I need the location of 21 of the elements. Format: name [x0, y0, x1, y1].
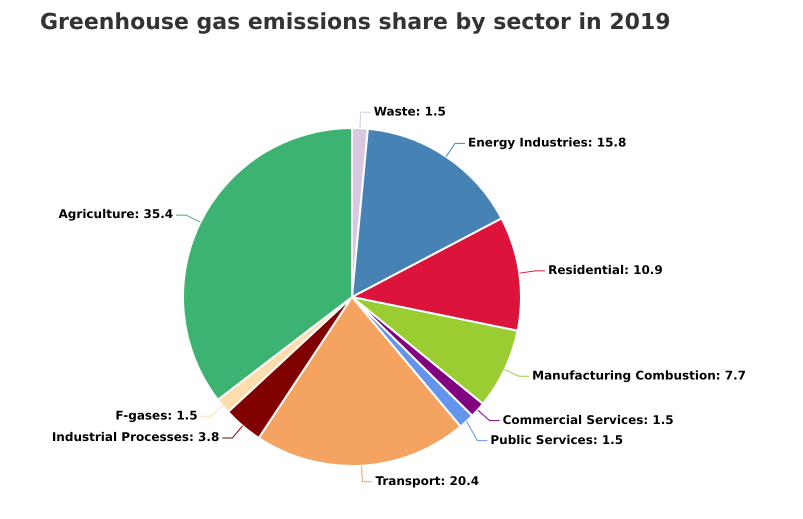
slice-label: Transport [375, 474, 441, 488]
data-label: : 7.7 [716, 368, 746, 382]
data-label: : 3.8 [189, 430, 220, 444]
slice-label: Public Services [490, 432, 593, 447]
data-label: : 1.5 [592, 432, 624, 447]
data-label: : 1.5 [643, 412, 674, 427]
data-label: : 10.9 [624, 263, 663, 278]
slice-label: F-gases [115, 408, 168, 422]
data-label: : 15.8 [588, 135, 626, 150]
data-label: : 1.5 [167, 408, 198, 422]
data-label: : 20.4 [440, 474, 480, 488]
slice-label: Manufacturing Combustion [532, 368, 716, 382]
slice-label: Industrial Processes [52, 430, 190, 444]
slice-label: Residential [548, 263, 624, 278]
chart-title: Greenhouse gas emissions share by sector in 2019 [40, 10, 671, 35]
slice-label: Agriculture [58, 207, 135, 222]
data-label: : 35.4 [134, 207, 174, 222]
slice-label: Commercial Services [502, 412, 644, 427]
slice-label: Energy Industries [468, 135, 588, 150]
data-label: : 1.5 [416, 104, 446, 118]
slice-label: Waste [374, 104, 416, 118]
